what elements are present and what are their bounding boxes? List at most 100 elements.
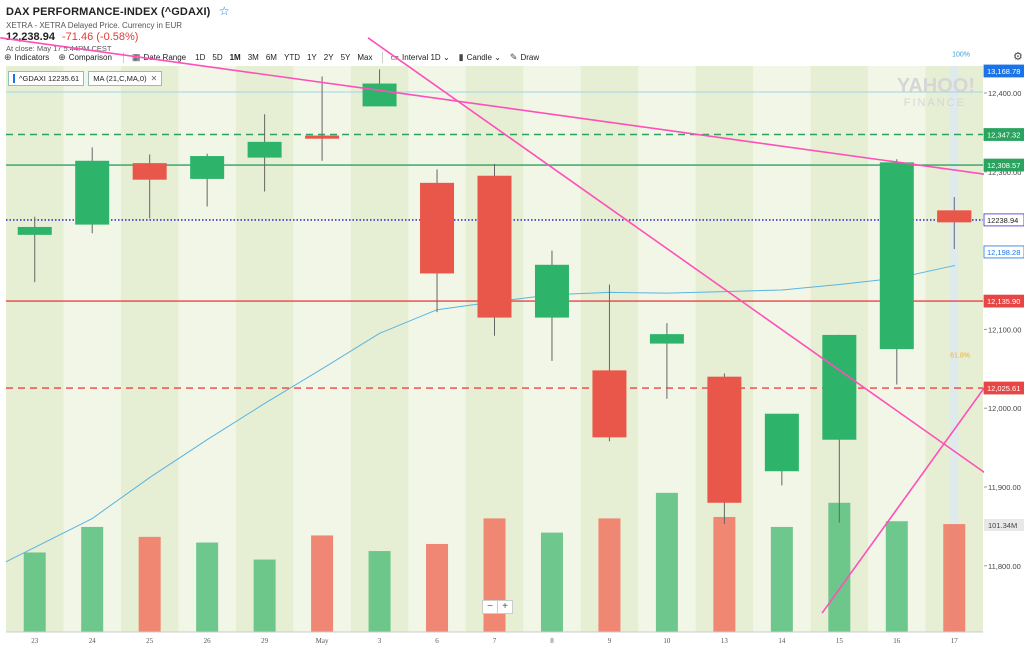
x-tick-label: 23 — [31, 637, 39, 645]
price-axis: 12,400.0012,300.0012,200.0012,100.0012,0… — [937, 64, 1024, 632]
y-tick-label: 11,900.00 — [988, 483, 1021, 492]
legend-symbol[interactable]: ^GDAXI 12235.61 — [8, 71, 85, 86]
volume-bar — [196, 542, 219, 632]
x-tick-label: 17 — [951, 637, 959, 645]
indicators-button[interactable]: ⊕ Indicators — [4, 52, 49, 63]
x-tick-label: 24 — [89, 637, 97, 645]
volume-badge — [984, 519, 1024, 531]
level-badge — [983, 294, 1024, 308]
volume-bar — [138, 536, 161, 632]
candle-body — [362, 83, 397, 107]
ma-line — [5, 264, 955, 563]
level-badge — [983, 245, 1024, 259]
trendlines — [0, 37, 1024, 614]
x-tick-label: 7 — [493, 637, 497, 645]
y-tick-label: 12,100.00 — [988, 325, 1021, 334]
plus-circle-icon: ⊕ — [4, 51, 12, 62]
candle-body — [822, 334, 857, 440]
volume-bars — [23, 492, 966, 632]
range-1y[interactable]: 1Y — [306, 52, 317, 62]
watermark-line2: FINANCE — [904, 97, 966, 109]
candle-body — [420, 182, 455, 274]
volume-bar — [253, 559, 276, 632]
volume-bar — [483, 518, 506, 632]
crosshair-band — [950, 66, 959, 632]
candles — [17, 69, 972, 525]
legend-symbol-label: ^GDAXI 12235.61 — [19, 74, 80, 83]
candle-label: Candle — [466, 52, 492, 62]
range-ytd[interactable]: YTD — [283, 52, 300, 62]
chart-toolbar: ⊕Indicators ⊕Comparison ▦Date Range 1D 5… — [4, 50, 548, 64]
toolbar-divider — [122, 51, 124, 63]
comparison-label: Comparison — [68, 52, 112, 62]
last-price-marker — [937, 210, 972, 223]
candle-body — [592, 370, 627, 438]
volume-bar — [311, 535, 334, 632]
volume-bar — [81, 526, 104, 632]
level-badge — [983, 381, 1024, 395]
volume-bar — [368, 551, 391, 632]
chevron-down-icon: ⌄ — [494, 52, 501, 62]
range-max[interactable]: Max — [357, 52, 373, 62]
range-5d[interactable]: 5D — [212, 52, 223, 62]
quote-header: DAX PERFORMANCE-INDEX (^GDAXI) ☆ XETRA -… — [6, 2, 230, 53]
volume-bar — [943, 524, 966, 632]
chart-legend: ^GDAXI 12235.61 MA (21,C,MA,0) ✕ — [8, 71, 163, 86]
y-tick-label: 12,400.00 — [988, 89, 1021, 98]
candle-body — [247, 141, 282, 158]
volume-bar — [713, 516, 736, 632]
volume-bar — [540, 532, 563, 632]
volume-bar — [426, 543, 449, 632]
legend-ma[interactable]: MA (21,C,MA,0) ✕ — [88, 71, 163, 86]
y-tick-label: 12,000.00 — [988, 404, 1021, 413]
level-badge-label: 12,135.90 — [987, 297, 1020, 306]
candle-body — [305, 135, 340, 139]
candle-body — [17, 226, 52, 235]
comparison-button[interactable]: ⊕ Comparison — [58, 52, 112, 63]
y-tick-label: 12,300.00 — [988, 168, 1021, 177]
zoom-in-button[interactable]: + — [497, 601, 512, 613]
candle-body — [534, 264, 569, 318]
level-badge-label: 12,308.57 — [987, 161, 1020, 170]
fib-label: 61.8% — [950, 353, 970, 360]
x-tick-label: 16 — [893, 637, 901, 645]
trendline — [0, 37, 1024, 181]
range-3m[interactable]: 3M — [247, 52, 259, 62]
range-2y[interactable]: 2Y — [323, 52, 334, 62]
close-icon[interactable]: ✕ — [150, 74, 158, 83]
x-tick-label: 8 — [550, 637, 554, 645]
candle-body — [879, 162, 914, 350]
candle-body — [649, 334, 684, 344]
volume-bar — [770, 526, 793, 632]
star-icon[interactable]: ☆ — [218, 4, 230, 18]
range-6m[interactable]: 6M — [265, 52, 277, 62]
range-1d[interactable]: 1D — [195, 52, 206, 62]
range-1m[interactable]: 1M — [229, 52, 241, 62]
x-tick-label: 9 — [608, 637, 612, 645]
draw-label: Draw — [520, 52, 540, 62]
trendline — [367, 37, 1024, 502]
level-badge-label: 12,025.61 — [987, 384, 1020, 393]
level-badge — [983, 213, 1024, 227]
zoom-out-button[interactable]: − — [487, 601, 493, 612]
exchange-subtitle: XETRA - XETRA Delayed Price. Currency in… — [6, 21, 183, 30]
plus-circle-icon: ⊕ — [58, 51, 66, 62]
volume-bar — [598, 518, 621, 632]
x-tick-label: 29 — [261, 637, 269, 645]
index-title: DAX PERFORMANCE-INDEX (^GDAXI) — [6, 6, 211, 18]
volume-bar — [828, 502, 851, 632]
fib-label: 100% — [952, 52, 970, 59]
level-badge — [983, 158, 1024, 172]
y-tick-label: 11,800.00 — [988, 562, 1021, 571]
gear-icon[interactable]: ⚙ — [1013, 51, 1023, 63]
chart-type-dropdown[interactable]: ▮ Candle ⌄ — [459, 52, 501, 63]
x-tick-label: 15 — [836, 637, 844, 645]
range-5y[interactable]: 5Y — [340, 52, 351, 62]
day-band — [350, 66, 409, 632]
chart-background — [6, 66, 983, 632]
level-badge-label: 12238.94 — [987, 216, 1018, 225]
level-badge — [983, 64, 1024, 78]
draw-button[interactable]: ✎ Draw — [510, 52, 539, 63]
chevron-down-icon: ⌄ — [442, 52, 450, 62]
